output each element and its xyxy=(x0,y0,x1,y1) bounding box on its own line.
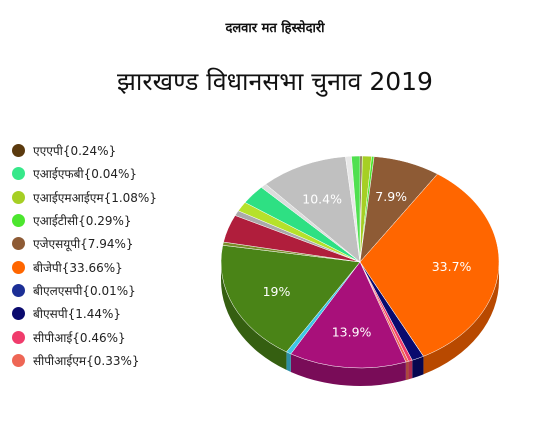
legend-label: बीएलएसपी{0.01%} xyxy=(33,283,136,298)
slice-side xyxy=(405,361,409,381)
slice-label: 19% xyxy=(263,284,291,299)
slice-label: 33.7% xyxy=(432,259,472,274)
legend-swatch xyxy=(12,260,25,274)
legend-swatch xyxy=(12,144,25,158)
legend-item[interactable]: बीएसपी{1.44%} xyxy=(12,302,157,325)
slice-label: 7.9% xyxy=(375,189,407,204)
legend-swatch xyxy=(12,237,25,251)
pie-slice[interactable] xyxy=(220,244,361,353)
slice-label: 13.9% xyxy=(332,325,372,340)
legend-item[interactable]: एआईटीसी{0.29%} xyxy=(12,209,157,232)
legend-swatch xyxy=(12,283,25,297)
legend-item[interactable]: सीपीआईएम{0.33%} xyxy=(12,349,157,372)
chart-title: झारखण्ड विधानसभा चुनाव 2019 xyxy=(117,67,433,96)
slice-side xyxy=(412,356,424,379)
legend-swatch xyxy=(12,190,25,204)
legend-label: एआईटीसी{0.29%} xyxy=(33,214,132,229)
legend-item[interactable]: एजेएसयूपी{7.94%} xyxy=(12,232,157,255)
legend-swatch xyxy=(12,214,25,228)
legend-swatch xyxy=(12,167,25,181)
legend-item[interactable]: सीपीआई{0.46%} xyxy=(12,325,157,348)
legend-label: एआईएफबी{0.04%} xyxy=(33,167,138,182)
pie-slice[interactable] xyxy=(351,155,361,263)
legend-label: बीजेपी{33.66%} xyxy=(33,260,123,275)
chart-subtitle: दलवार मत हिस्सेदारी xyxy=(225,21,325,36)
chart-legend: एएएपी{0.24%} एआईएफबी{0.04%} एआईएमआईएम{1.… xyxy=(12,139,157,372)
legend-label: बीएसपी{1.44%} xyxy=(33,307,122,322)
pie-slice[interactable] xyxy=(359,173,500,357)
slice-side xyxy=(408,360,413,380)
legend-label: एएएपी{0.24%} xyxy=(33,144,117,159)
legend-swatch xyxy=(12,353,25,367)
legend-label: सीपीआईएम{0.33%} xyxy=(33,353,140,368)
legend-item[interactable]: एआईएफबी{0.04%} xyxy=(12,162,157,185)
legend-item[interactable]: एएएपी{0.24%} xyxy=(12,139,157,162)
slice-side xyxy=(423,262,499,375)
slice-side xyxy=(290,353,406,386)
legend-item[interactable]: बीएलएसपी{0.01%} xyxy=(12,279,157,302)
legend-swatch xyxy=(12,307,25,321)
slice-label: 10.4% xyxy=(302,191,342,206)
legend-label: एजेएसयूपी{7.94%} xyxy=(33,237,134,252)
legend-label: सीपीआई{0.46%} xyxy=(33,330,126,345)
legend-item[interactable]: बीजेपी{33.66%} xyxy=(12,255,157,278)
pie-slice[interactable] xyxy=(290,261,407,369)
legend-swatch xyxy=(12,330,25,344)
pie-slice[interactable] xyxy=(265,156,361,263)
legend-item[interactable]: एआईएमआईएम{1.08%} xyxy=(12,186,157,209)
legend-label: एआईएमआईएम{1.08%} xyxy=(33,190,157,205)
slice-side xyxy=(286,351,291,372)
